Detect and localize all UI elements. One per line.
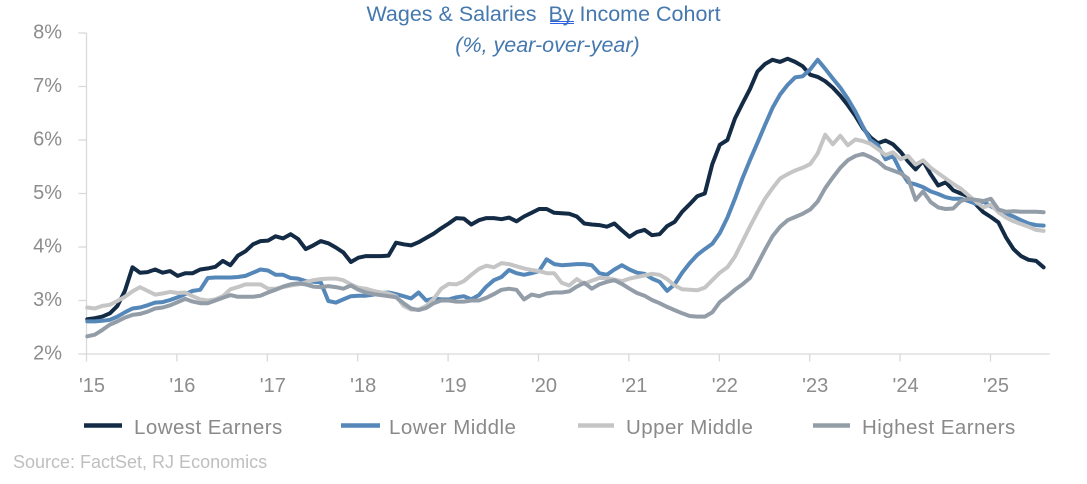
svg-text:'22: '22: [712, 375, 738, 397]
svg-text:'19: '19: [441, 375, 467, 397]
svg-text:4%: 4%: [33, 236, 62, 258]
svg-text:Lower Middle: Lower Middle: [389, 416, 516, 439]
svg-text:'16: '16: [169, 375, 195, 397]
svg-text:'24: '24: [893, 375, 919, 397]
svg-text:'18: '18: [350, 375, 376, 397]
svg-text:8%: 8%: [33, 22, 62, 44]
svg-text:2%: 2%: [33, 343, 62, 365]
svg-text:'15: '15: [79, 375, 105, 397]
svg-text:'20: '20: [531, 375, 557, 397]
svg-text:6%: 6%: [33, 129, 62, 151]
svg-text:'25: '25: [983, 375, 1009, 397]
svg-text:Lowest Earners: Lowest Earners: [134, 416, 283, 439]
svg-text:Upper Middle: Upper Middle: [626, 416, 753, 439]
svg-text:3%: 3%: [33, 289, 62, 311]
svg-text:'21: '21: [621, 375, 647, 397]
svg-text:'23: '23: [802, 375, 828, 397]
svg-text:Highest Earners: Highest Earners: [862, 416, 1016, 439]
svg-text:5%: 5%: [33, 182, 62, 204]
svg-text:7%: 7%: [33, 75, 62, 97]
svg-text:'17: '17: [260, 375, 286, 397]
